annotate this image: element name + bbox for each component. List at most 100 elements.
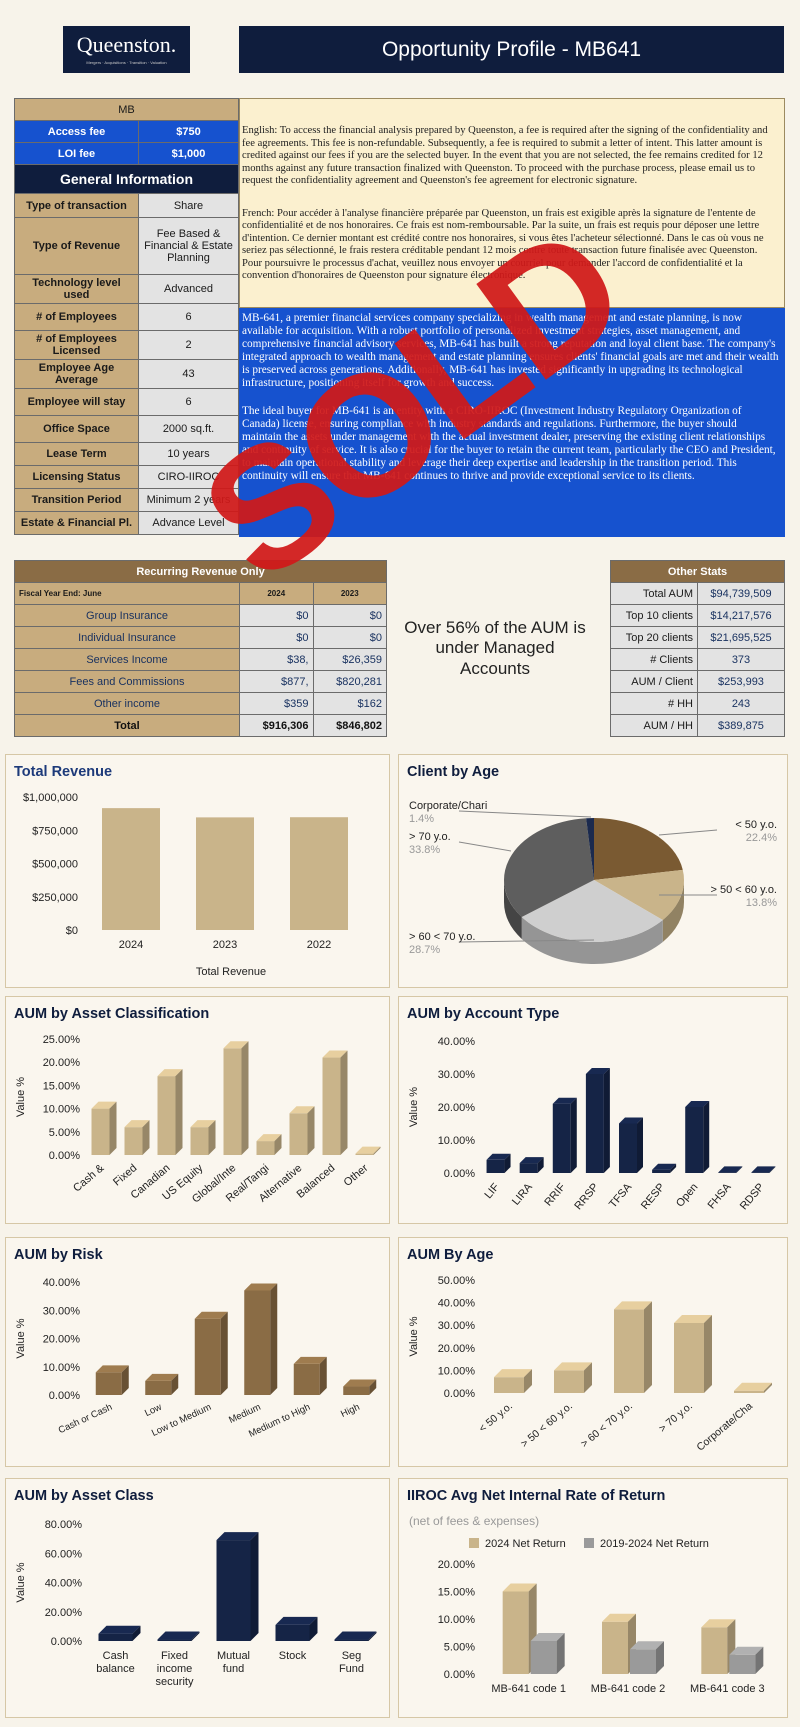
gi-label: Licensing Status xyxy=(14,465,139,489)
bar-top xyxy=(124,1120,150,1128)
bar-side xyxy=(171,1373,179,1395)
bar xyxy=(91,1108,110,1155)
x-tick-label: Medium xyxy=(227,1402,262,1426)
y-tick-label: 40.00% xyxy=(43,1277,81,1289)
y-tick-label: 5.00% xyxy=(444,1642,475,1654)
x-tick-label: Stock xyxy=(279,1650,307,1662)
gi-value: 43 xyxy=(138,359,239,389)
legend-label: 2024 Net Return xyxy=(485,1538,566,1550)
bar-top xyxy=(701,1619,736,1628)
bar xyxy=(552,1103,571,1173)
bar xyxy=(751,1172,770,1173)
bar-top xyxy=(343,1379,377,1387)
stat-value: 243 xyxy=(697,692,785,715)
y-tick-label: 10.00% xyxy=(438,1365,476,1377)
y-axis-label: Value % xyxy=(408,1316,420,1356)
revenue-2023: $162 xyxy=(312,692,387,715)
x-tick-label: RDSP xyxy=(738,1181,767,1212)
chart-title: AUM by Risk xyxy=(14,1247,103,1263)
bar-top xyxy=(674,1314,712,1323)
bar xyxy=(519,1163,538,1173)
other-stats-heading: Other Stats xyxy=(610,560,785,583)
revenue-label: Services Income xyxy=(14,648,240,671)
y-tick-label: 20.00% xyxy=(438,1343,476,1355)
chart-title: AUM by Asset Classification xyxy=(14,1006,210,1022)
x-tick-label: Fixed xyxy=(161,1650,188,1662)
bar xyxy=(355,1153,374,1155)
pie-slice xyxy=(594,818,683,880)
stat-label: AUM / Client xyxy=(610,670,698,693)
description-paragraph-1: MB-641, a premier financial services com… xyxy=(242,312,779,390)
other-stats-table: Other Stats Total AUM $94,739,509 Top 10 … xyxy=(610,560,785,737)
x-tick-label: RESP xyxy=(639,1181,667,1212)
revenue-total-2024: $916,306 xyxy=(239,714,314,737)
y-tick-label: 20.00% xyxy=(438,1102,476,1114)
bar xyxy=(190,1127,209,1155)
y-tick-label: 0.00% xyxy=(51,1636,82,1648)
gi-label: Transition Period xyxy=(14,488,139,512)
bar-side xyxy=(504,1153,511,1173)
bar-side xyxy=(250,1532,259,1641)
bar xyxy=(194,1318,221,1395)
bar-top xyxy=(494,1369,532,1378)
total-revenue-chart: $0 $250,000 $500,000 $750,000 $1,000,000 2024… xyxy=(23,792,348,978)
y-tick-label: 25.00% xyxy=(43,1034,81,1046)
x-tick-label: Fund xyxy=(339,1663,364,1675)
pie-slice xyxy=(504,818,594,917)
y-tick-label: 20.00% xyxy=(438,1559,476,1571)
bar-top xyxy=(289,1106,315,1114)
x-tick-label: Cash or Cash xyxy=(57,1402,114,1437)
x-tick-label: Cash & xyxy=(71,1162,107,1195)
gi-value: Advanced xyxy=(138,274,239,304)
x-tick-label: < 50 y.o. xyxy=(477,1400,515,1435)
x-tick-label: balance xyxy=(96,1663,135,1675)
x-tick-label: 2022 xyxy=(307,939,331,951)
x-tick-label: RRIF xyxy=(542,1181,568,1209)
bar-side xyxy=(220,1311,228,1395)
x-tick-label: Fixed xyxy=(111,1162,139,1188)
revenue-label: Individual Insurance xyxy=(14,626,240,649)
revenue-2024: $359 xyxy=(239,692,314,715)
bar-side xyxy=(524,1369,532,1393)
chart-card-asset-class: AUM by Asset Class 0.00% 20.00% 40.00% 60.00… xyxy=(5,1478,390,1718)
bar xyxy=(98,1633,133,1641)
legend-label: 2019-2024 Net Return xyxy=(600,1538,709,1550)
bar-top xyxy=(293,1356,327,1364)
x-tick-label: fund xyxy=(223,1663,244,1675)
x-tick-label: LIRA xyxy=(510,1181,535,1208)
leader-line xyxy=(658,829,718,836)
pie-pct: 28.7% xyxy=(409,944,440,956)
gi-label: Estate & Financial Pl. xyxy=(14,511,139,535)
y-tick-label: 40.00% xyxy=(438,1298,476,1310)
bar xyxy=(102,808,160,930)
business-description: MB-641, a premier financial services com… xyxy=(239,308,785,537)
pie-slice-side xyxy=(662,880,684,943)
bar-top xyxy=(486,1153,511,1160)
leader-line xyxy=(458,841,512,852)
bar-top xyxy=(552,1097,577,1104)
bar-side xyxy=(755,1646,764,1674)
y-tick-label: 40.00% xyxy=(438,1036,476,1048)
bar xyxy=(734,1390,764,1393)
bar-top xyxy=(98,1625,141,1634)
chart-title: AUM By Age xyxy=(407,1247,494,1263)
gi-label: Office Space xyxy=(14,415,139,443)
bar xyxy=(145,1380,172,1395)
gi-value: Advance Level xyxy=(138,511,239,535)
x-tick-label: MB-641 code 2 xyxy=(591,1683,666,1695)
y-tick-label: 10.00% xyxy=(43,1104,81,1116)
revenue-2023: $0 xyxy=(312,604,387,627)
y-tick-label: 0.00% xyxy=(444,1388,475,1400)
bar-side xyxy=(556,1633,565,1674)
y-tick-label: 0.00% xyxy=(444,1168,475,1180)
y-tick-label: 5.00% xyxy=(49,1127,80,1139)
x-tick-label: TFSA xyxy=(607,1181,635,1211)
bar-top xyxy=(519,1157,544,1164)
y-tick-label: $1,000,000 xyxy=(23,792,78,804)
chart-title: AUM by Account Type xyxy=(407,1006,560,1022)
iiroc-return-chart: 0.00% 5.00% 10.00% 15.00% 20.00% MB-641 code … xyxy=(438,1538,765,1695)
y-tick-label: 20.00% xyxy=(45,1607,83,1619)
bar xyxy=(602,1621,628,1674)
bar-side xyxy=(373,1146,381,1155)
bar-side xyxy=(121,1365,129,1395)
